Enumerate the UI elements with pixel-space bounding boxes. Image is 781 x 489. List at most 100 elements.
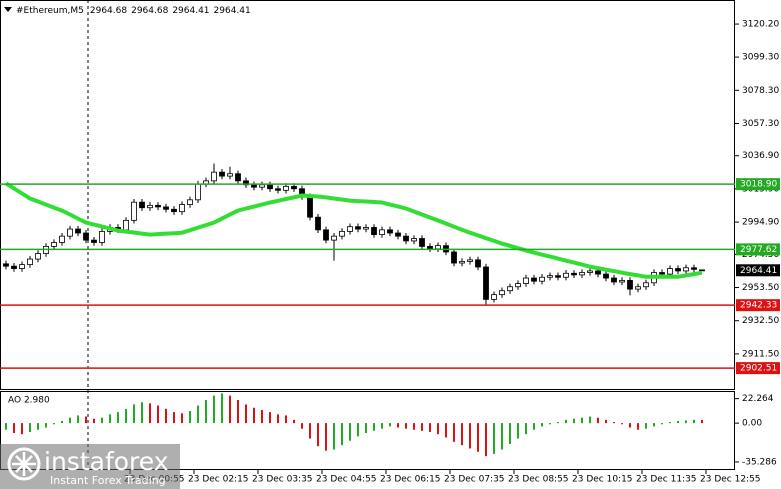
ao-bar — [253, 407, 255, 424]
ao-bar — [677, 420, 679, 424]
level-label-bg — [736, 299, 780, 312]
candle-body — [355, 226, 361, 230]
x-tick-label: 23 Dec 12:55 — [700, 475, 761, 485]
ao-bar — [397, 423, 399, 428]
candle-body — [619, 280, 625, 283]
candle-body — [179, 204, 185, 213]
candle-body — [547, 275, 553, 278]
candle-body — [67, 228, 73, 237]
candle-body — [691, 267, 697, 270]
ao-bar — [221, 393, 223, 424]
ao-bar — [373, 423, 375, 431]
candle-body — [19, 264, 25, 269]
watermark: instaforex Instant Forex Trading — [0, 444, 180, 489]
tagline: Instant Forex Trading — [50, 474, 166, 487]
candle-body — [147, 204, 153, 209]
candle-body — [155, 204, 161, 208]
ao-bar — [205, 400, 207, 424]
candle-body — [187, 199, 193, 205]
candle-body — [363, 227, 369, 230]
candle-body — [475, 259, 481, 268]
brand: instaforex — [44, 447, 169, 476]
ao-pane-frame — [0, 391, 735, 470]
candle-body — [459, 261, 465, 264]
candle-body — [395, 232, 401, 237]
logo-icon — [7, 447, 41, 481]
ao-bar — [637, 423, 639, 430]
ao-bar — [557, 422, 559, 424]
ao-bar — [485, 423, 487, 457]
header-open: 2964.68 — [90, 6, 127, 16]
ao-bar — [461, 423, 463, 446]
ao-bar — [61, 420, 63, 424]
ao-bar — [13, 423, 15, 434]
main-pane-frame — [0, 0, 735, 390]
x-tick-label: 23 Dec 07:35 — [444, 475, 505, 485]
x-tick-label: 23 Dec 06:15 — [380, 475, 441, 485]
ao-bar — [85, 416, 87, 424]
ao-bar — [5, 423, 7, 430]
y-tick-label: 2994.90 — [742, 218, 779, 228]
ao-bar — [517, 423, 519, 439]
candle-body — [603, 273, 609, 279]
candle-body — [211, 171, 217, 182]
ao-bar — [349, 423, 351, 441]
candle-body — [11, 265, 17, 269]
candle-body — [291, 185, 297, 190]
candle-body — [563, 272, 569, 278]
ao-bar — [669, 422, 671, 424]
candle-body — [595, 270, 601, 275]
menu-arrow — [4, 7, 12, 12]
candle-body — [579, 272, 585, 276]
level-label-bg — [736, 362, 780, 375]
ao-bar — [117, 412, 119, 424]
ao-bar — [229, 395, 231, 424]
candle-body — [99, 231, 105, 243]
candle-body — [611, 277, 617, 283]
candle-body — [331, 235, 337, 241]
moving-average — [4, 181, 703, 279]
ao-bar — [53, 423, 55, 425]
ao-bar — [77, 415, 79, 424]
candle-body — [235, 173, 241, 182]
ao-bar — [285, 415, 287, 424]
candle-body — [427, 246, 433, 250]
ao-bar — [189, 411, 191, 424]
candle-body — [59, 235, 65, 243]
ao-bar — [69, 417, 71, 424]
ao-bar — [245, 404, 247, 424]
ao-y-tick-label: 0.00 — [742, 419, 762, 429]
y-tick-label: 3057.30 — [742, 119, 779, 129]
candle-body — [507, 286, 513, 292]
candle-body — [3, 263, 9, 267]
candle-body — [275, 188, 281, 191]
ao-bar — [133, 404, 135, 424]
candle-body — [491, 294, 497, 300]
candle-body — [163, 206, 169, 210]
candle-body — [371, 227, 377, 235]
ao-bar — [549, 423, 551, 425]
logo-spokes — [12, 452, 36, 476]
ao-bar — [301, 423, 303, 429]
ao-bar — [157, 405, 159, 424]
candle-body — [227, 173, 233, 177]
ao-bar — [701, 419, 703, 424]
ao-bar — [93, 418, 95, 424]
level-label-bg — [736, 243, 780, 256]
ao-bar — [621, 423, 623, 425]
ao-bar — [477, 423, 479, 452]
ao-bar — [693, 419, 695, 424]
ao-bar — [437, 423, 439, 435]
ao-bar — [501, 423, 503, 450]
ao-title: AO 2.980 — [8, 396, 50, 406]
candle-body — [467, 259, 473, 262]
chart-header: #Ethereum,M5 2964.68 2964.68 2964.41 2964.41 — [16, 6, 251, 16]
ao-bar — [421, 423, 423, 431]
candle-body — [259, 184, 265, 188]
candle-body — [35, 253, 41, 260]
ao-bar — [509, 423, 511, 445]
ao-bar — [165, 408, 167, 424]
candle-body — [219, 171, 225, 177]
candle-body — [267, 184, 273, 190]
